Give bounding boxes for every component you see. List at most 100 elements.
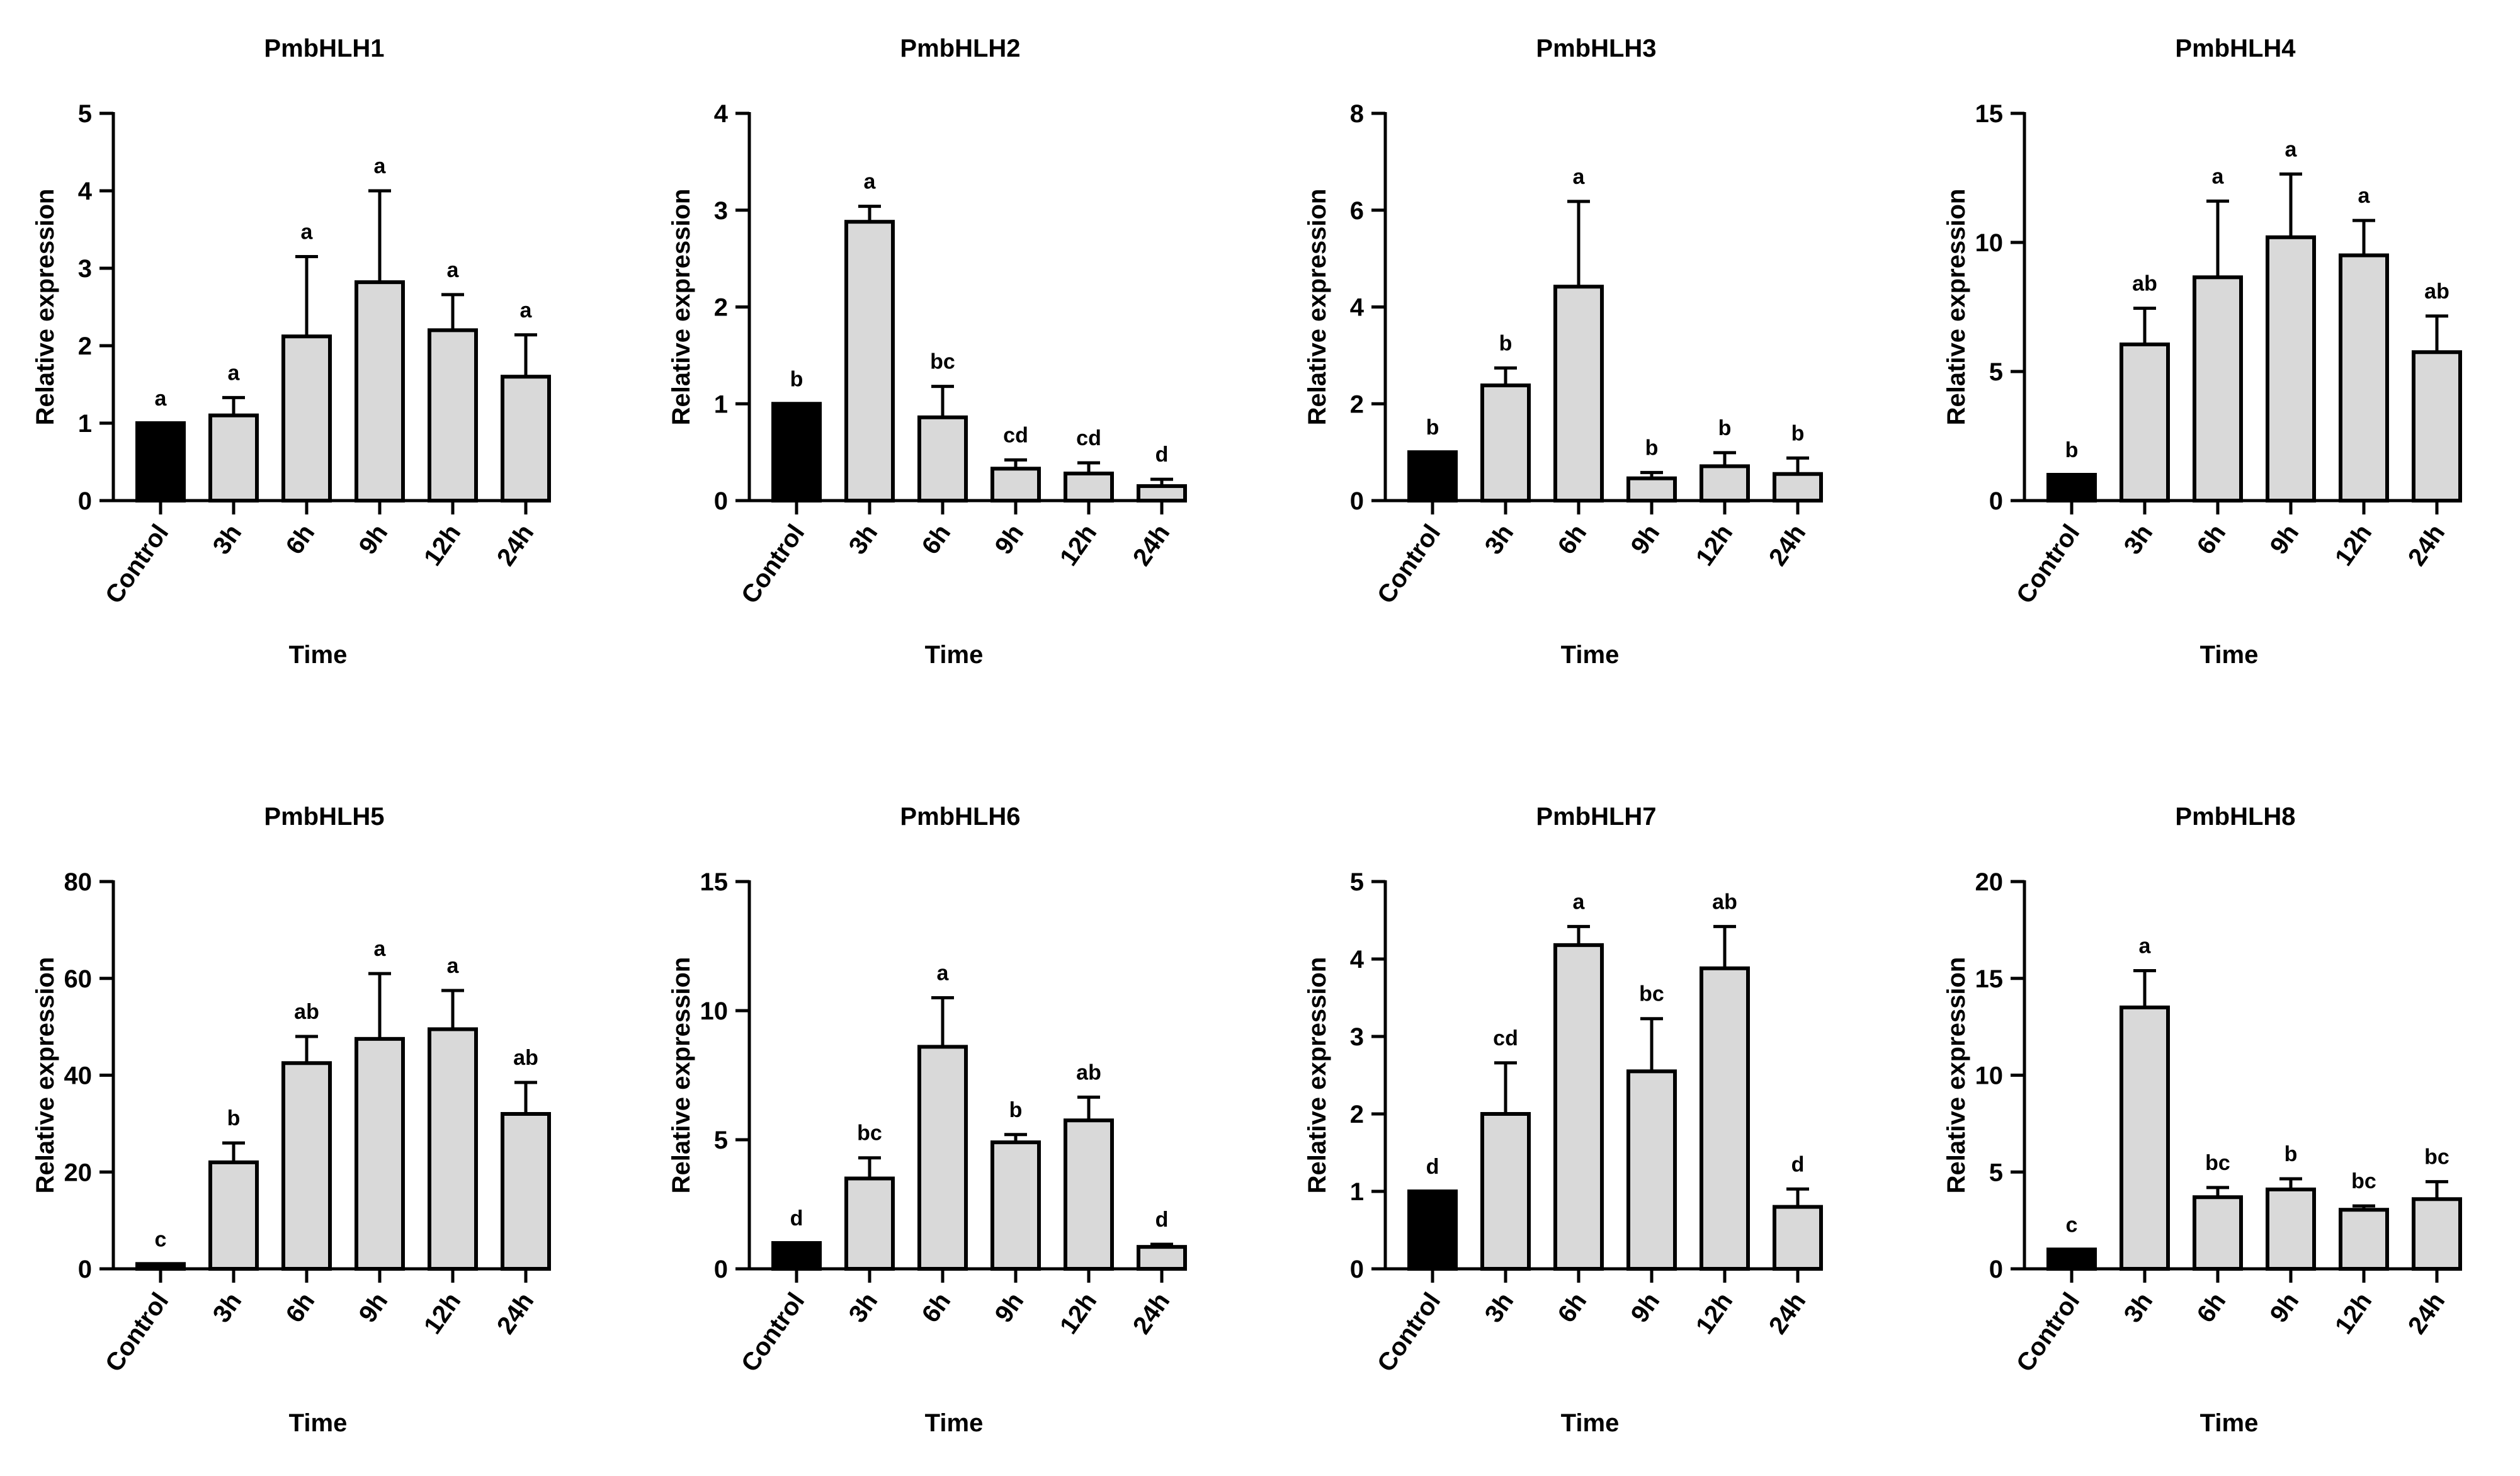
significance-letter: ab [513,1046,538,1070]
y-tick-label: 4 [78,178,93,205]
bar [208,1160,259,1271]
bar [1773,472,1823,502]
x-tick-label: 6h [1553,1288,1592,1327]
y-tick-label: 15 [700,868,729,896]
bar [2046,1247,2097,1271]
significance-letter: b [1718,416,1732,440]
bar [844,220,895,502]
bar [2266,1187,2316,1271]
significance-letter: a [2358,184,2371,208]
bar [1064,471,1114,503]
significance-letter: a [374,937,387,961]
y-tick-label: 40 [64,1062,93,1090]
y-tick-label: 80 [64,868,93,896]
significance-letter: d [790,1206,803,1230]
bar [1407,1189,1458,1271]
y-tick-label: 2 [714,294,728,322]
y-tick-label: 0 [1350,487,1364,515]
significance-letter: a [864,170,877,194]
x-tick-label: Control [736,519,810,609]
y-axis-title: Relative expression [31,957,59,1194]
x-tick-label: 9h [2265,519,2305,559]
y-tick-label: 8 [1350,100,1364,128]
x-tick-label: 3h [844,519,883,559]
y-tick-label: 1 [78,410,92,438]
x-tick-label: Control [100,519,174,609]
x-tick-label: 3h [1480,519,1519,559]
y-tick-label: 5 [78,100,92,128]
significance-letter: cd [1493,1026,1518,1050]
bar [771,402,822,502]
y-tick-label: 5 [714,1127,728,1154]
x-tick-label: 3h [844,1288,883,1327]
chart-panel-3: PmbHLH3 0 2 4 6 8 Relative expression b Control b… [1303,35,1823,669]
y-tick-label: 20 [1975,868,2004,896]
bar [844,1176,895,1271]
x-tick-label: 24h [1128,519,1176,571]
x-axis-title: Time [1561,641,1620,669]
significance-letter: a [1573,890,1586,914]
y-tick-label: 0 [78,1256,92,1283]
chart-panel-7: PmbHLH7 0 1 2 3 4 5 Relative expression d Control… [1303,803,1823,1437]
chart-title: PmbHLH1 [264,35,384,62]
significance-letter: a [937,962,950,985]
bar [501,375,551,503]
significance-letter: bc [1639,982,1664,1006]
x-tick-label: 3h [2119,519,2159,559]
y-tick-label: 10 [1975,229,2004,257]
chart-panel-5: PmbHLH5 0 20 40 60 80 Relative expression c Cont… [31,803,551,1437]
bar [428,1027,478,1271]
bar [1626,1069,1677,1271]
y-tick-label: 0 [714,1256,728,1283]
bar [990,467,1041,503]
y-tick-label: 4 [1350,946,1365,974]
x-tick-label: 24h [1764,1288,1812,1339]
x-tick-label: 3h [208,1288,247,1327]
y-tick-label: 3 [1350,1023,1364,1051]
x-tick-label: 6h [2192,519,2232,559]
significance-letter: c [2066,1213,2078,1237]
significance-letter: cd [1076,426,1101,450]
x-tick-label: 9h [354,519,394,559]
significance-letter: ab [294,1000,319,1024]
bar [2339,1208,2389,1271]
significance-letter: ab [1712,890,1737,914]
y-tick-label: 2 [1350,390,1364,418]
x-tick-label: 12h [1691,519,1739,571]
y-tick-label: 4 [1350,294,1365,322]
x-tick-label: 9h [354,1288,394,1327]
chart-panel-6: PmbHLH6 0 5 10 15 Relative expression d Control… [667,803,1187,1437]
chart-panel-4: PmbHLH4 0 5 10 15 Relative expression b Control… [1943,35,2462,669]
bar [428,328,478,503]
y-axis-title: Relative expression [1303,189,1331,426]
x-axis-title: Time [2200,1409,2259,1437]
x-tick-label: 6h [281,1288,321,1327]
bar [281,334,332,502]
bar [2193,1195,2243,1271]
x-tick-label: 6h [917,519,956,559]
bar [1137,484,1187,502]
y-tick-label: 10 [1975,1062,2004,1090]
x-tick-label: 3h [208,519,247,559]
chart-title: PmbHLH4 [2175,35,2296,62]
bar [1626,476,1677,503]
significance-letter: a [301,220,314,244]
significance-letter: b [790,367,803,391]
x-tick-label: 12h [1055,519,1103,571]
x-tick-label: 3h [1480,1288,1519,1327]
bar [1064,1118,1114,1271]
bar [135,421,186,502]
significance-letter: ab [1076,1060,1101,1084]
bar [2046,473,2097,502]
significance-letter: b [1791,421,1805,445]
significance-letter: d [1426,1155,1439,1179]
x-tick-label: 3h [2119,1288,2159,1327]
y-tick-label: 3 [714,197,728,225]
chart-title: PmbHLH2 [900,35,1020,62]
x-tick-label: 12h [419,1288,467,1339]
significance-letter: a [447,954,460,978]
y-axis-title: Relative expression [1943,957,1970,1194]
bar [2120,342,2170,503]
x-axis-title: Time [925,1409,984,1437]
x-tick-label: Control [100,1288,174,1377]
